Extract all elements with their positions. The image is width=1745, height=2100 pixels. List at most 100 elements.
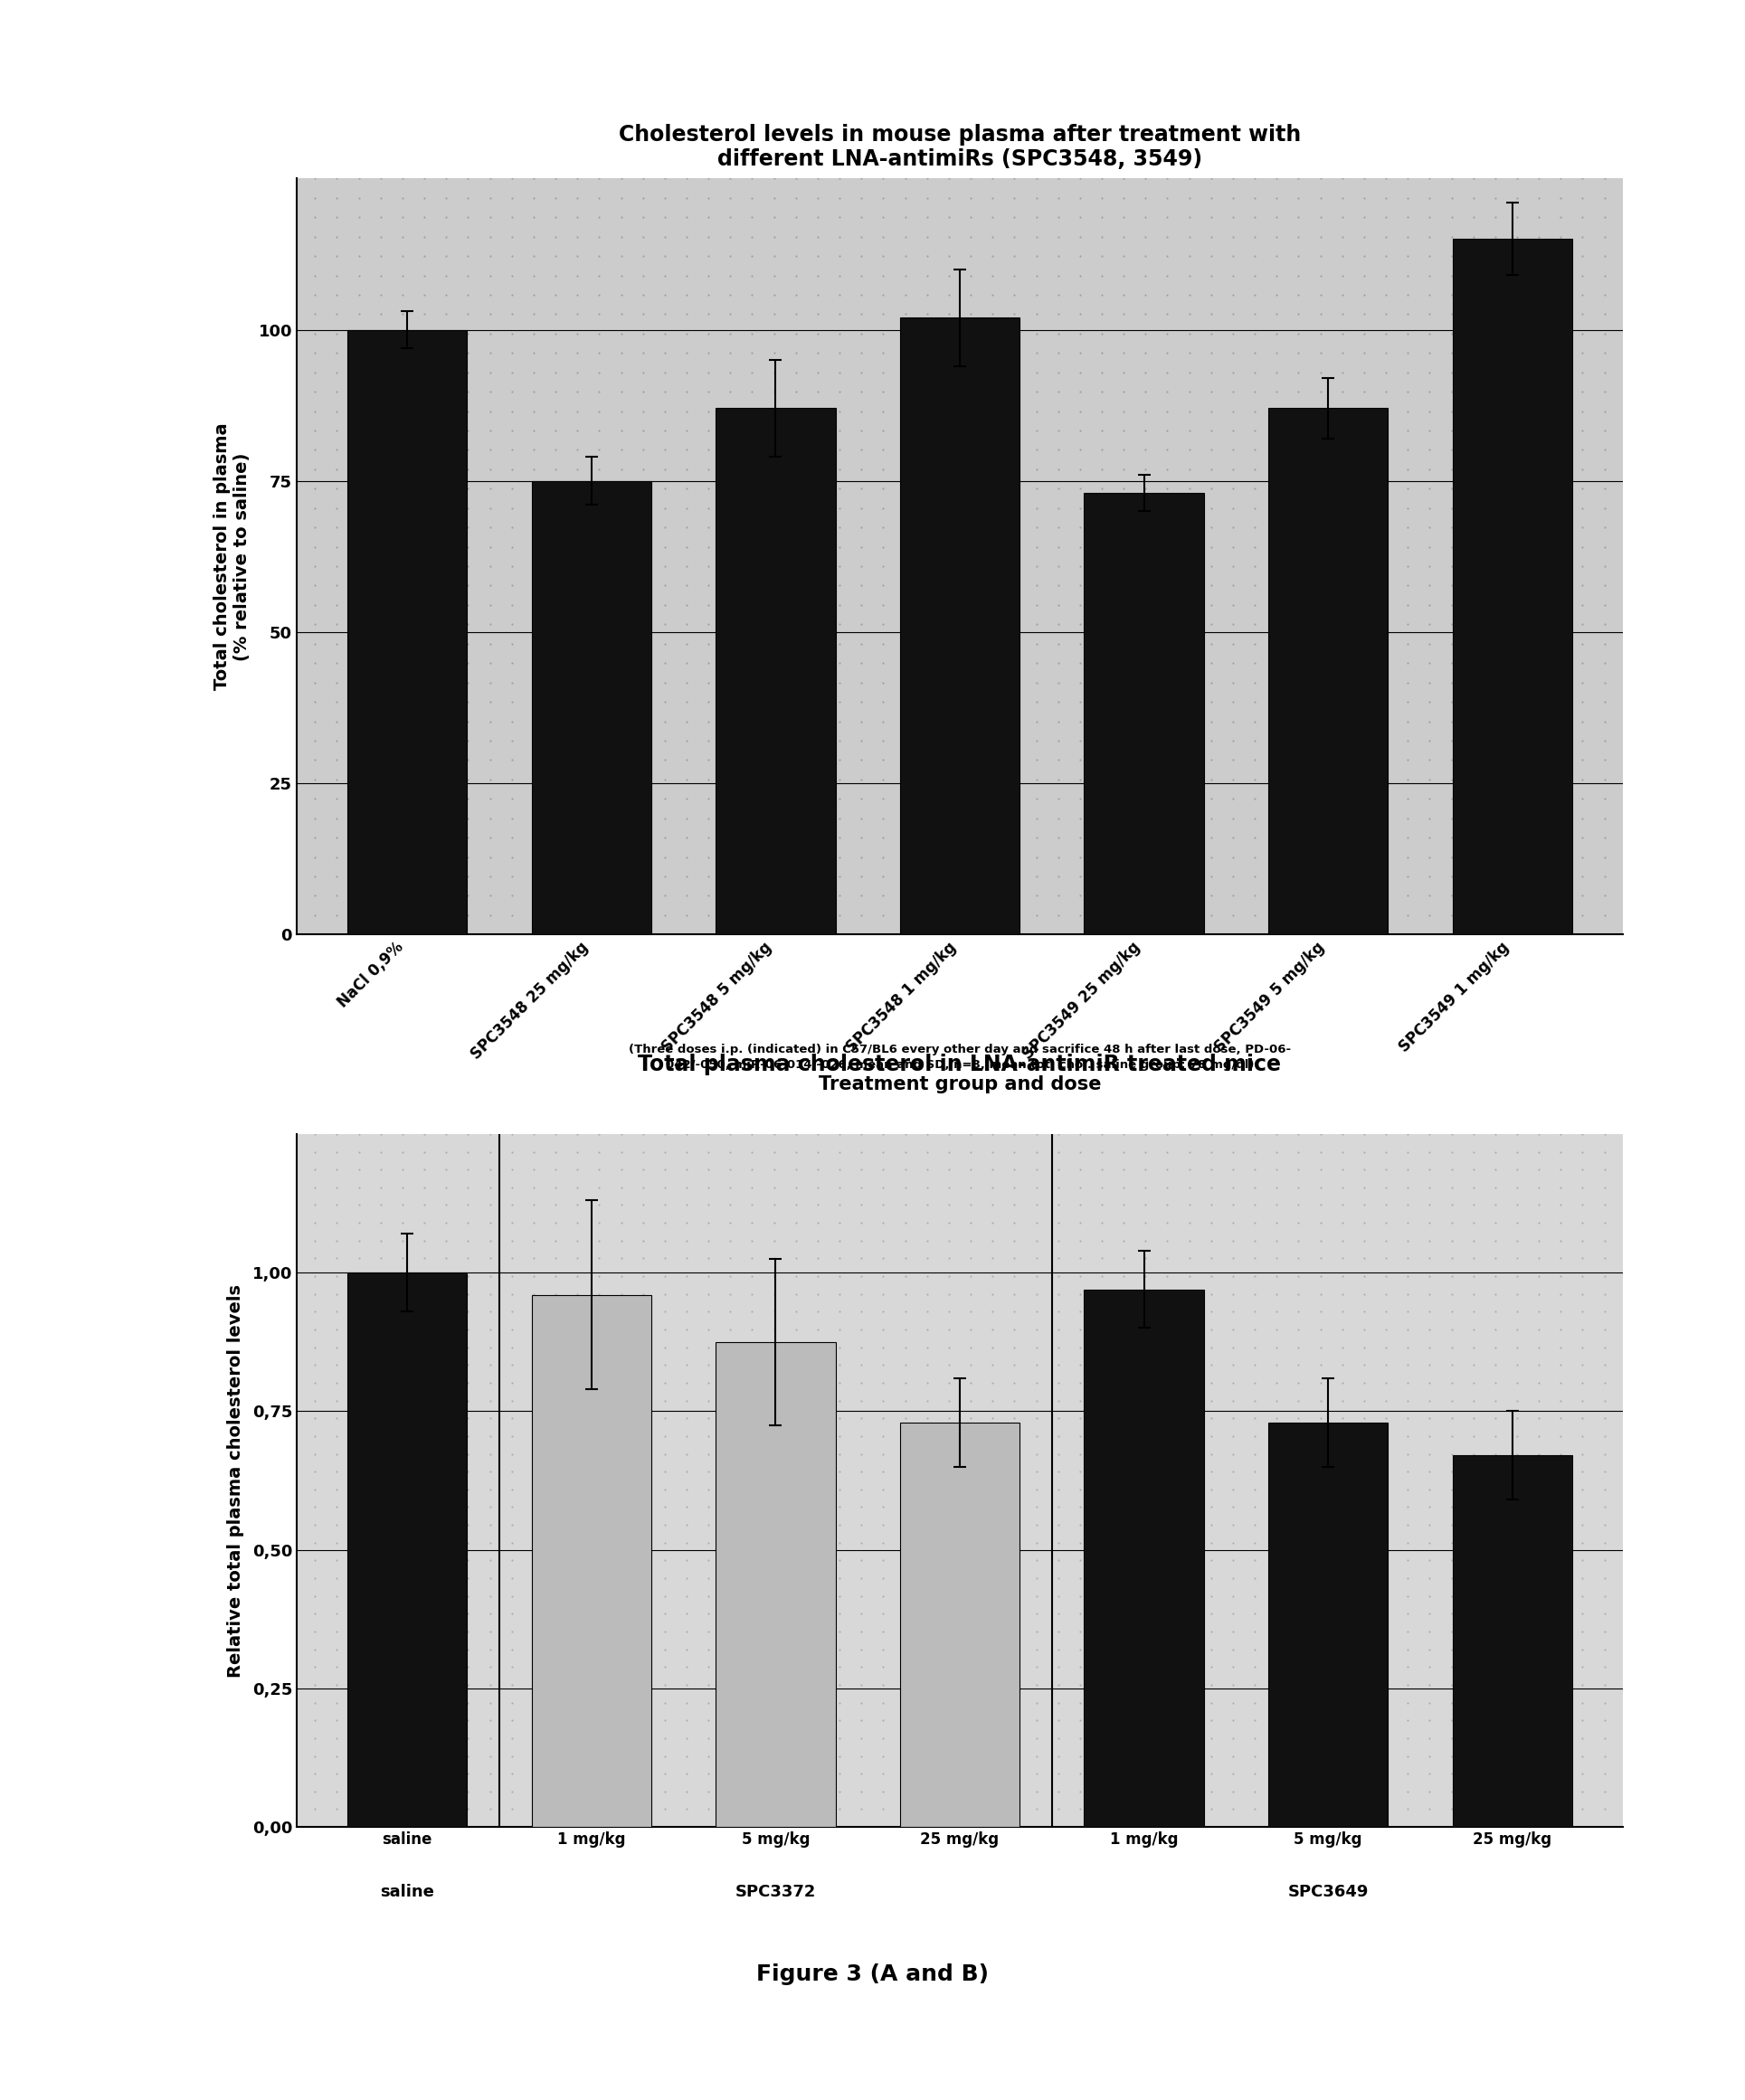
Point: [1174, 762, 1202, 796]
Point: [1000, 704, 1028, 737]
Point: [782, 781, 810, 815]
Point: [1525, 550, 1553, 584]
Point: [607, 1331, 635, 1365]
Point: [1502, 1793, 1530, 1827]
Point: [1482, 1491, 1509, 1525]
Point: [1372, 1241, 1399, 1275]
Point: [1372, 1667, 1399, 1701]
Point: [1066, 1667, 1094, 1701]
Point: [848, 1615, 876, 1648]
Point: [628, 1774, 656, 1808]
Point: [1351, 647, 1379, 680]
Point: [651, 802, 679, 836]
Point: [1482, 918, 1509, 951]
Point: [892, 1170, 920, 1203]
Point: [302, 1651, 330, 1684]
Point: [346, 588, 373, 622]
Point: [1066, 433, 1094, 466]
Point: [804, 802, 832, 836]
Point: [366, 762, 394, 796]
Point: [738, 1508, 766, 1541]
Point: [607, 880, 635, 914]
Point: [607, 1117, 635, 1151]
Point: [1502, 859, 1530, 892]
Point: [1415, 666, 1443, 699]
Point: [956, 781, 984, 815]
Point: [1174, 899, 1202, 932]
Point: [913, 473, 941, 506]
Point: [520, 647, 548, 680]
Point: [1502, 1170, 1530, 1203]
Point: [1044, 258, 1071, 292]
Point: [323, 277, 351, 311]
Point: [738, 918, 766, 951]
Point: [1372, 685, 1399, 718]
Point: [410, 1667, 438, 1701]
Point: [1066, 1205, 1094, 1239]
Point: [848, 666, 876, 699]
Point: [1153, 1189, 1181, 1222]
Point: [346, 277, 373, 311]
Point: [497, 1277, 525, 1310]
Point: [738, 821, 766, 855]
Point: [1590, 1491, 1618, 1525]
Point: [738, 1348, 766, 1382]
Point: [1569, 220, 1597, 254]
Point: [869, 1224, 897, 1258]
Point: [1066, 569, 1094, 603]
Point: [1087, 880, 1115, 914]
Point: [410, 1632, 438, 1665]
Point: [1438, 336, 1466, 370]
Point: [1328, 1260, 1356, 1294]
Point: [1546, 473, 1574, 506]
Point: [564, 200, 592, 233]
Point: [979, 1793, 1007, 1827]
Point: [497, 298, 525, 332]
Point: [1394, 607, 1422, 640]
Point: [1525, 607, 1553, 640]
Point: [738, 376, 766, 410]
Point: [1569, 802, 1597, 836]
Point: [1066, 1651, 1094, 1684]
Point: [541, 1348, 569, 1382]
Point: [651, 1596, 679, 1630]
Point: [1415, 491, 1443, 525]
Point: [1482, 1189, 1509, 1222]
Point: [848, 1312, 876, 1346]
Point: [1066, 336, 1094, 370]
Point: [869, 588, 897, 622]
Point: [1066, 1774, 1094, 1808]
Point: [1044, 724, 1071, 758]
Point: [1131, 704, 1159, 737]
Point: [628, 704, 656, 737]
Point: [695, 1241, 722, 1275]
Point: [761, 1134, 789, 1168]
Point: [1351, 1774, 1379, 1808]
Point: [497, 1134, 525, 1168]
Point: [1241, 550, 1269, 584]
Point: [1284, 473, 1312, 506]
Point: [366, 395, 394, 428]
Point: [738, 162, 766, 195]
Point: [1502, 1277, 1530, 1310]
Point: [1110, 1277, 1138, 1310]
Point: [302, 1241, 330, 1275]
Point: [1066, 529, 1094, 563]
Point: [979, 1384, 1007, 1418]
Point: [717, 1615, 745, 1648]
Point: [979, 277, 1007, 311]
Point: [869, 1722, 897, 1756]
Point: [1066, 1491, 1094, 1525]
Point: [804, 395, 832, 428]
Point: [1307, 162, 1335, 195]
Point: [389, 1117, 417, 1151]
Point: [1000, 317, 1028, 351]
Point: [1044, 162, 1071, 195]
Point: [520, 336, 548, 370]
Point: [1372, 1703, 1399, 1737]
Point: [1351, 1722, 1379, 1756]
Point: [1110, 1401, 1138, 1434]
Point: [913, 1472, 941, 1506]
Point: [1241, 1170, 1269, 1203]
Point: [366, 200, 394, 233]
